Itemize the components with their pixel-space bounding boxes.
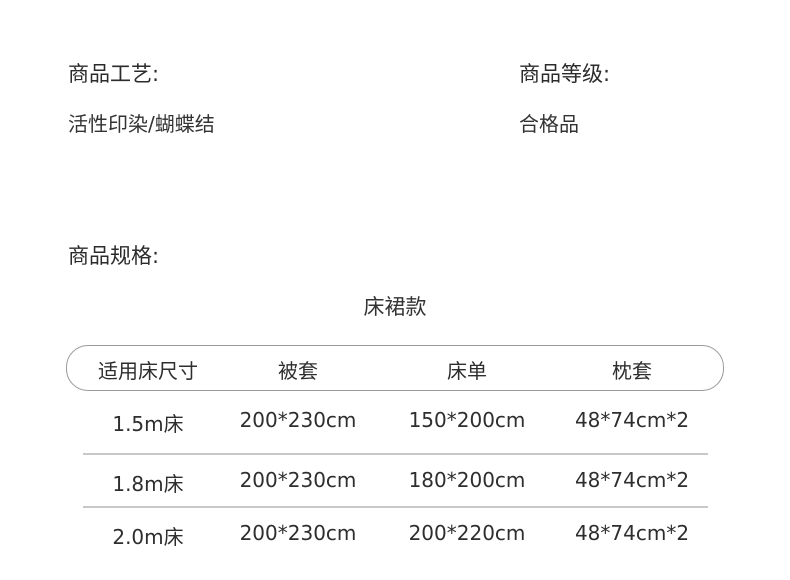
cell: 1.5m床 — [112, 412, 184, 436]
cell: 48*74cm*2 — [574, 521, 690, 545]
spec-subtitle: 床裙款 — [363, 295, 427, 319]
table-header-pill — [66, 345, 724, 391]
craft-label: 商品工艺: — [68, 62, 160, 86]
cell: 200*230cm — [239, 408, 357, 432]
cell: 48*74cm*2 — [574, 468, 690, 492]
cell: 200*220cm — [408, 521, 526, 545]
header-duvet-cover: 被套 — [278, 359, 318, 383]
cell: 180*200cm — [408, 468, 526, 492]
cell: 2.0m床 — [112, 525, 184, 549]
craft-value: 活性印染/蝴蝶结 — [68, 112, 215, 136]
cell: 48*74cm*2 — [574, 408, 690, 432]
grade-label: 商品等级: — [519, 62, 611, 86]
spec-label: 商品规格: — [68, 244, 160, 268]
row-divider — [83, 506, 708, 508]
row-divider — [83, 453, 708, 455]
header-pillowcase: 枕套 — [612, 359, 652, 383]
cell: 150*200cm — [408, 408, 526, 432]
header-bed-sheet: 床单 — [447, 359, 487, 383]
grade-value: 合格品 — [519, 112, 579, 136]
cell: 200*230cm — [239, 468, 357, 492]
header-bed-size: 适用床尺寸 — [98, 359, 198, 383]
cell: 200*230cm — [239, 521, 357, 545]
cell: 1.8m床 — [112, 472, 184, 496]
